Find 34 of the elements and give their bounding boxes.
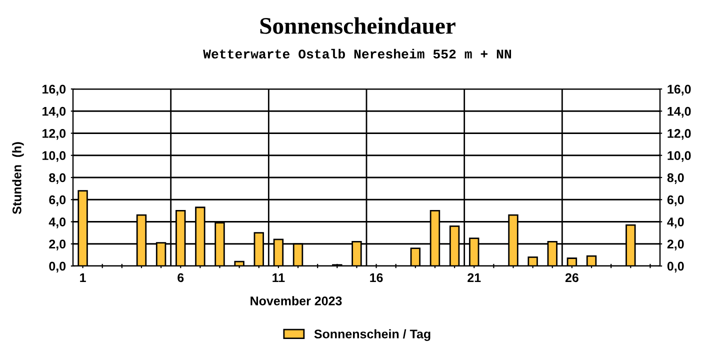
y2-tick-label: 10,0 (668, 151, 691, 162)
y2-tick-label: 16,0 (668, 84, 691, 96)
bar (566, 258, 578, 266)
y2-tick-label: 4,0 (667, 218, 684, 228)
x-tick-label: 21 (468, 273, 481, 282)
y-tick-label: 10,0 (42, 151, 66, 162)
x-axis-title: November 2023 (250, 296, 342, 306)
y-tick-label: 16,0 (42, 84, 66, 96)
y-axis-title: Stunden (h) (12, 142, 24, 214)
y2-tick-label: 2,0 (667, 240, 684, 250)
x-tick-label: 26 (565, 273, 578, 282)
y-tick-label: 0,0 (49, 262, 66, 272)
x-tick-label: 16 (370, 273, 383, 282)
bar (410, 248, 421, 266)
y-tick-label: 12,0 (42, 129, 66, 140)
y-tick-label: 2,0 (49, 240, 66, 250)
y2-tick-label: 14,0 (668, 106, 691, 118)
bar (586, 255, 597, 266)
y2-tick-label: 8,0 (667, 173, 684, 184)
y-tick-label: 6,0 (49, 195, 66, 206)
y2-tick-label: 6,0 (667, 195, 684, 206)
legend-label: Sonnenschein / Tag (314, 329, 430, 341)
y-tick-label: 8,0 (49, 173, 66, 184)
y-tick-label: 4,0 (48, 218, 66, 228)
x-tick-label: 6 (178, 273, 184, 282)
chart-subtitle: Wetterwarte Ostalb Neresheim 552 m + NN (203, 48, 512, 59)
x-tick-label: 1 (80, 273, 86, 282)
x-tick-label: 11 (272, 273, 285, 282)
chart-title: Sonnenscheindauer (260, 17, 456, 34)
y2-tick-label: 12,0 (668, 129, 691, 140)
bar (528, 256, 538, 266)
bar (234, 260, 244, 266)
y-tick-label: 14,0 (42, 106, 66, 118)
y2-tick-label: 0,0 (667, 262, 684, 272)
